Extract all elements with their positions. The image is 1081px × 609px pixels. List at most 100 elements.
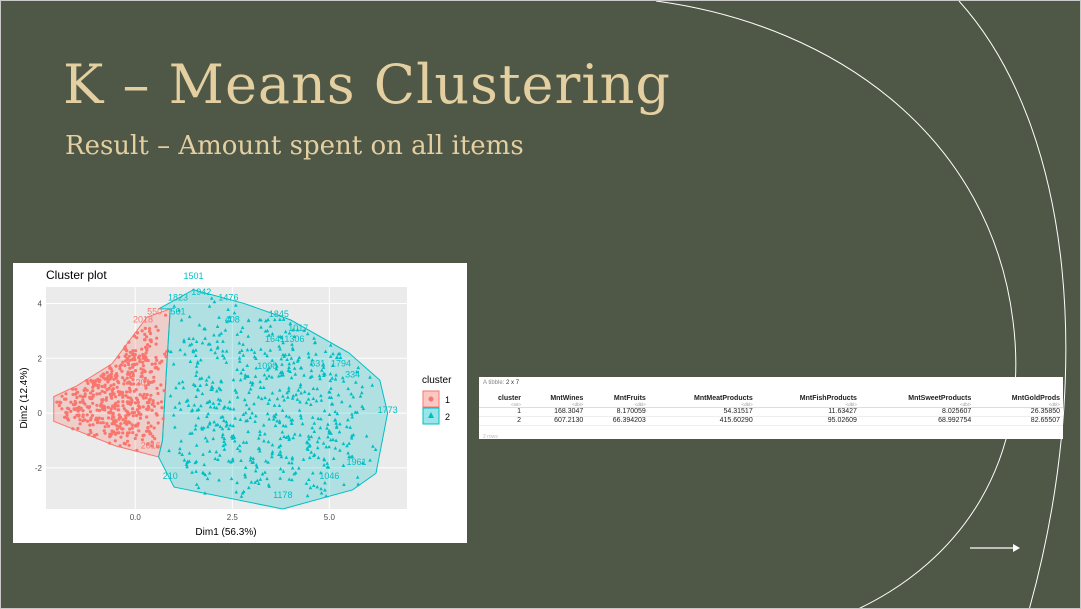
cluster-1-point [140, 347, 144, 351]
cluster-2-point [290, 342, 294, 346]
cluster-2-point [272, 403, 277, 407]
cluster-2-point [196, 485, 201, 490]
cluster-1-point [135, 413, 139, 418]
cluster-1-point [78, 394, 82, 398]
cluster-2-point [277, 445, 281, 449]
cluster-1-point [125, 390, 129, 394]
cluster-1-point [130, 426, 134, 430]
cluster-1-point [147, 401, 151, 405]
cluster-1-point [143, 376, 147, 380]
cluster-2-point [297, 408, 302, 412]
cluster-2-point [342, 482, 346, 486]
cluster-1-point [96, 386, 100, 390]
cluster-2-point [334, 438, 338, 442]
cluster-1-point [81, 409, 85, 413]
cluster-2-point [203, 336, 207, 340]
cluster-2-point [216, 457, 220, 462]
cluster-2-point [178, 347, 183, 352]
cluster-2-point [222, 356, 227, 360]
cluster-1-point [118, 367, 122, 371]
point-label: 1017 [288, 323, 308, 333]
cluster-2-point [187, 314, 192, 319]
cluster-1-point [146, 421, 150, 425]
cluster-1-point [86, 381, 90, 385]
cluster-2-point [360, 384, 365, 389]
cluster-2-point [219, 331, 224, 335]
cluster-2-point [191, 336, 196, 341]
cluster-1-point [135, 331, 140, 335]
cluster-1-point [114, 401, 118, 405]
cluster-2-point [321, 362, 326, 366]
cluster-2-point [240, 491, 245, 495]
cluster-1-point [119, 435, 123, 439]
cluster-2-point [341, 463, 346, 467]
cluster-2-point [346, 417, 350, 422]
cluster-2-point [264, 459, 268, 463]
cluster-2-point [220, 426, 225, 431]
cluster-2-point [289, 356, 294, 360]
cluster-1-point [94, 378, 98, 383]
cluster-1-point [143, 332, 147, 336]
cluster-2-point [295, 327, 300, 332]
cluster-2-point [188, 359, 193, 363]
cluster-2-point [280, 408, 285, 412]
cluster-2-point [306, 434, 311, 438]
cluster-2-point [265, 328, 270, 333]
cluster-2-point [233, 416, 237, 420]
cluster-2-point [171, 362, 176, 366]
cluster-2-point [195, 369, 199, 374]
cluster-2-point [328, 343, 333, 347]
cluster-1-point [135, 448, 139, 452]
cluster-1-point [159, 400, 164, 404]
cluster-2-point [219, 379, 224, 384]
cluster-1-point [133, 436, 137, 441]
cluster-2-point [207, 422, 212, 426]
cluster-2-point [309, 434, 314, 439]
cluster-2-point [231, 407, 236, 411]
cluster-2-point [338, 355, 343, 359]
cluster-2-point [323, 488, 327, 492]
cluster-1-point [142, 433, 146, 437]
y-tick-label: 0 [38, 409, 43, 418]
cluster-2-point [347, 454, 351, 459]
point-label: 1046 [319, 471, 339, 481]
cluster-2-point [281, 423, 286, 428]
cluster-2-point [226, 307, 230, 311]
cluster-2-point [356, 365, 361, 370]
cluster-2-point [290, 418, 295, 422]
cluster-2-point [278, 466, 283, 471]
cluster-1-point [143, 338, 147, 342]
cluster-1-point [134, 423, 138, 427]
cluster-1-point [81, 400, 85, 404]
cluster-2-point [243, 472, 247, 477]
right-arrow-icon[interactable] [969, 541, 1021, 555]
cluster-2-point [287, 386, 291, 390]
point-label: 2016 [141, 441, 161, 451]
cluster-2-point [246, 318, 251, 323]
cluster-2-point [278, 443, 283, 448]
cluster-1-point [118, 364, 122, 368]
cluster-2-point [216, 397, 221, 401]
cluster-1-point [128, 358, 132, 362]
cluster-2-point [261, 385, 266, 390]
table-cell: 95.02609 [827, 417, 857, 424]
cluster-2-point [270, 358, 275, 362]
cluster-2-point [305, 331, 310, 336]
cluster-2-point [291, 347, 295, 352]
cluster-1-point [87, 406, 91, 410]
cluster-1-point [108, 377, 112, 381]
cluster-2-point [299, 366, 304, 370]
cluster-1-point [138, 416, 143, 420]
cluster-2-point [263, 395, 267, 400]
cluster-2-point [310, 425, 314, 430]
cluster-2-point [270, 454, 274, 459]
cluster-2-point [302, 328, 306, 332]
cluster-1-point [154, 325, 158, 329]
cluster-1-point [131, 372, 135, 376]
point-label: 334 [345, 369, 360, 379]
cluster-2-point [267, 417, 271, 421]
cluster-1-point [153, 437, 157, 441]
cluster-2-point [207, 449, 212, 453]
cluster-1-point [146, 358, 150, 363]
